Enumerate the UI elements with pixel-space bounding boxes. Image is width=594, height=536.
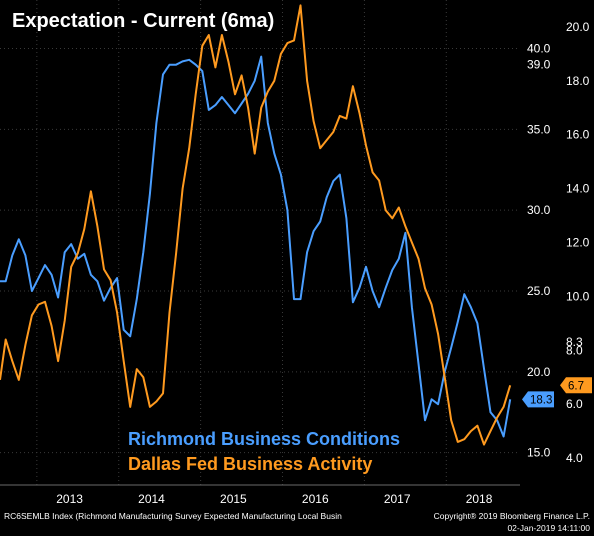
legend-entry-richmond: Richmond Business Conditions <box>128 429 400 449</box>
x-tick-label: 2017 <box>384 492 411 506</box>
badge-shape <box>522 391 554 408</box>
right-axis-tick-label: 6.0 <box>566 397 583 411</box>
right-axis-tick-label: 20.0 <box>566 20 590 34</box>
x-tick-label: 2014 <box>138 492 165 506</box>
right-axis-tick-label: 10.0 <box>566 289 590 303</box>
axes: 2013 2014 2015 2016 2017 2018 40.0 35.0 30.0 25.0… <box>0 20 590 506</box>
left-axis-tick-label: 20.0 <box>527 365 551 379</box>
right-axis-tick-label: 16.0 <box>566 128 590 142</box>
x-tick-label: 2015 <box>220 492 247 506</box>
left-axis-tick-label: 40.0 <box>527 42 551 56</box>
right-axis-tick-label: 8.0 <box>566 343 583 357</box>
right-axis-extra-label: 8.3 <box>566 335 583 349</box>
footer-copyright: Copyright® 2019 Bloomberg Finance L.P. <box>434 511 590 521</box>
left-axis-tick-label: 25.0 <box>527 284 551 298</box>
footer-source: RC6SEMLB Index (Richmond Manufacturing S… <box>4 511 342 521</box>
series-lines <box>0 4 512 446</box>
grid-lines <box>0 0 520 485</box>
left-axis-extra-label: 39.0 <box>527 58 551 72</box>
right-axis-tick-label: 4.0 <box>566 451 583 465</box>
badge-shape <box>560 377 592 394</box>
left-axis-tick-label: 30.0 <box>527 203 551 217</box>
x-tick-label: 2018 <box>466 492 493 506</box>
chart-title: Expectation - Current (6ma) <box>12 10 274 32</box>
series-line-richmond <box>0 55 512 438</box>
right-axis-tick-label: 12.0 <box>566 236 590 250</box>
right-axis-tick-label: 14.0 <box>566 182 590 196</box>
last-value-badge-richmond: 18.3 <box>522 391 554 408</box>
last-value-badge-dallas: 6.7 <box>560 377 592 394</box>
badge-value: 6.7 <box>568 380 584 392</box>
x-tick-label: 2016 <box>302 492 329 506</box>
badge-value: 18.3 <box>530 394 552 406</box>
left-axis-tick-label: 35.0 <box>527 122 551 136</box>
x-tick-label: 2013 <box>56 492 83 506</box>
last-value-badges: 18.3 6.7 <box>522 377 592 408</box>
left-axis-tick-label: 15.0 <box>527 446 551 460</box>
legend-entry-dallas: Dallas Fed Business Activity <box>128 454 372 474</box>
footer-timestamp: 02-Jan-2019 14:11:00 <box>507 523 590 533</box>
series-line-dallas <box>0 4 512 446</box>
right-axis-tick-label: 18.0 <box>566 74 590 88</box>
